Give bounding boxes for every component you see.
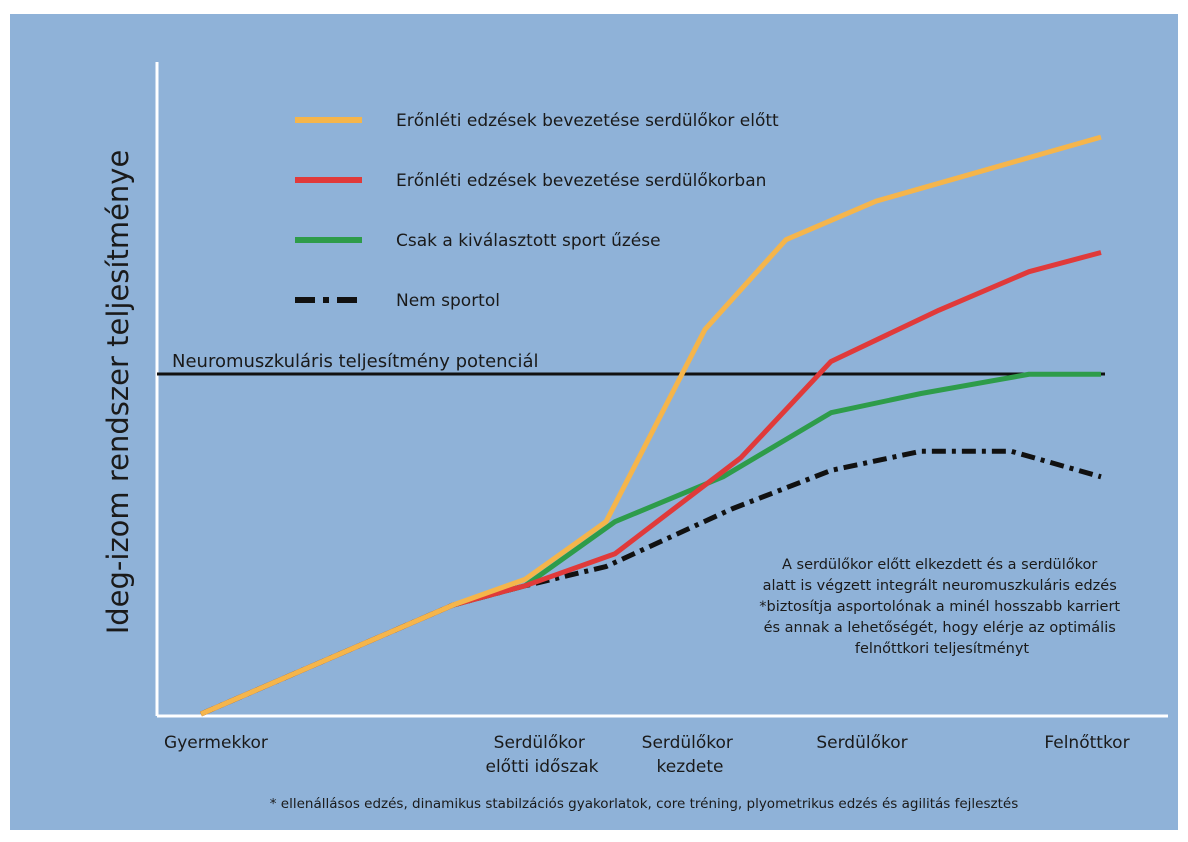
- legend-label-0: Erőnléti edzések bevezetése serdülőkor e…: [396, 111, 779, 131]
- y-axis-label: Ideg-izom rendszer teljesítménye: [101, 150, 135, 635]
- legend: Erőnléti edzések bevezetése serdülőkor e…: [295, 111, 779, 311]
- footnote: * ellenállásos edzés, dinamikus stabilzá…: [270, 796, 1018, 812]
- legend-label-1: Erőnléti edzések bevezetése serdülőkorba…: [396, 171, 766, 191]
- x-tick-label-1: Serdülőkor előtti időszak: [486, 733, 599, 777]
- chart-panel: [10, 14, 1178, 830]
- reference-line-label: Neuromuszkuláris teljesítmény potenciál: [172, 351, 539, 372]
- series-group: [200, 134, 1102, 717]
- x-tick-label-4: Felnőttkor: [1044, 733, 1129, 753]
- x-tick-label-2: Serdülőkor kezdete: [642, 733, 739, 777]
- series-line-3: [200, 448, 1102, 717]
- legend-label-2: Csak a kiválasztott sport űzése: [396, 231, 661, 251]
- annotation-text: A serdülőkor előtt elkezdett és a serdül…: [759, 557, 1124, 657]
- legend-label-3: Nem sportol: [396, 291, 500, 311]
- x-tick-label-0: Gyermekkor: [164, 733, 268, 753]
- series-line-0: [200, 134, 1102, 717]
- x-tick-labels: Gyermekkor Serdülőkor előtti időszak Ser…: [164, 733, 1130, 777]
- x-tick-label-3: Serdülőkor: [816, 733, 907, 753]
